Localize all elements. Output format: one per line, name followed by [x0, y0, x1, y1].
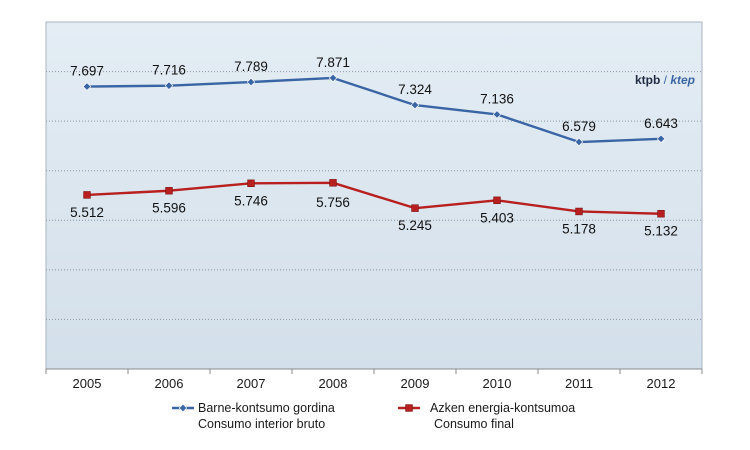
data-point-marker — [329, 179, 337, 187]
data-point-marker — [247, 179, 255, 188]
data-label: 7.324 — [398, 82, 432, 97]
x-tick-label: 2006 — [155, 376, 184, 391]
data-label: 5.756 — [316, 195, 350, 210]
legend-label-secondary: Consumo final — [434, 417, 514, 431]
legend-marker-icon — [178, 403, 188, 413]
legend-label-secondary: Consumo interior bruto — [198, 417, 325, 431]
x-tick-label: 2011 — [565, 376, 593, 391]
data-point-marker — [165, 187, 173, 195]
gridlines — [46, 71, 702, 320]
x-tick-label: 2010 — [483, 376, 512, 391]
data-label: 6.579 — [562, 119, 596, 134]
x-tick-label: 2008 — [319, 376, 348, 391]
data-label: 7.136 — [480, 91, 514, 106]
data-label: 5.596 — [152, 201, 186, 216]
data-point-marker — [246, 77, 256, 87]
data-label: 5.403 — [480, 210, 514, 225]
x-axis: 2005 2006 2007 2008 2009 2010 2011 2012 — [45, 368, 703, 391]
data-label: 6.643 — [644, 116, 678, 131]
data-point-marker — [575, 207, 583, 216]
data-labels: 7.697 7.716 7.789 7.871 7.324 7.136 6.579 6.643… — [70, 55, 678, 239]
data-label: 5.746 — [234, 193, 268, 208]
unit-secondary: ktep — [670, 73, 695, 87]
data-label: 7.697 — [70, 64, 104, 79]
data-label: 7.789 — [234, 59, 268, 74]
unit-primary: ktpb — [635, 73, 660, 87]
data-point-marker — [574, 137, 584, 147]
data-point-marker — [328, 73, 338, 83]
data-point-marker — [83, 191, 91, 199]
legend-label: Azken energia-kontsumoa — [430, 401, 575, 415]
data-point-marker — [657, 210, 665, 218]
legend-label: Barne-kontsumo gordina — [198, 401, 335, 415]
data-label: 7.871 — [316, 55, 350, 70]
unit-label: ktpb / ktep — [635, 73, 695, 87]
series-lines — [82, 73, 666, 218]
unit-separator: / — [660, 73, 670, 87]
data-point-marker — [492, 110, 502, 119]
data-label: 5.178 — [562, 221, 596, 236]
series-line-azken-energia — [86, 181, 662, 215]
data-label: 7.716 — [152, 63, 186, 78]
data-point-marker — [410, 100, 420, 110]
data-label: 5.245 — [398, 218, 432, 233]
data-point-marker — [411, 204, 419, 212]
x-tick-label: 2012 — [647, 376, 676, 391]
data-point-marker — [656, 134, 666, 144]
data-point-marker — [82, 82, 92, 91]
data-point-marker — [493, 196, 501, 205]
data-point-marker — [164, 81, 174, 90]
legend: Barne-kontsumo gordina Consumo interior b… — [172, 401, 575, 431]
x-tick-label: 2009 — [401, 376, 430, 391]
legend-item-barne-kontsumo: Barne-kontsumo gordina Consumo interior b… — [172, 401, 335, 431]
x-tick-label: 2005 — [73, 376, 102, 391]
legend-item-azken-energia: Azken energia-kontsumoa Consumo final — [398, 401, 575, 431]
x-tick-label: 2007 — [237, 376, 266, 391]
series-line-barne-kontsumo — [86, 76, 662, 144]
data-label: 5.132 — [644, 224, 678, 239]
legend-marker-icon — [405, 404, 413, 412]
data-label: 5.512 — [70, 205, 104, 220]
